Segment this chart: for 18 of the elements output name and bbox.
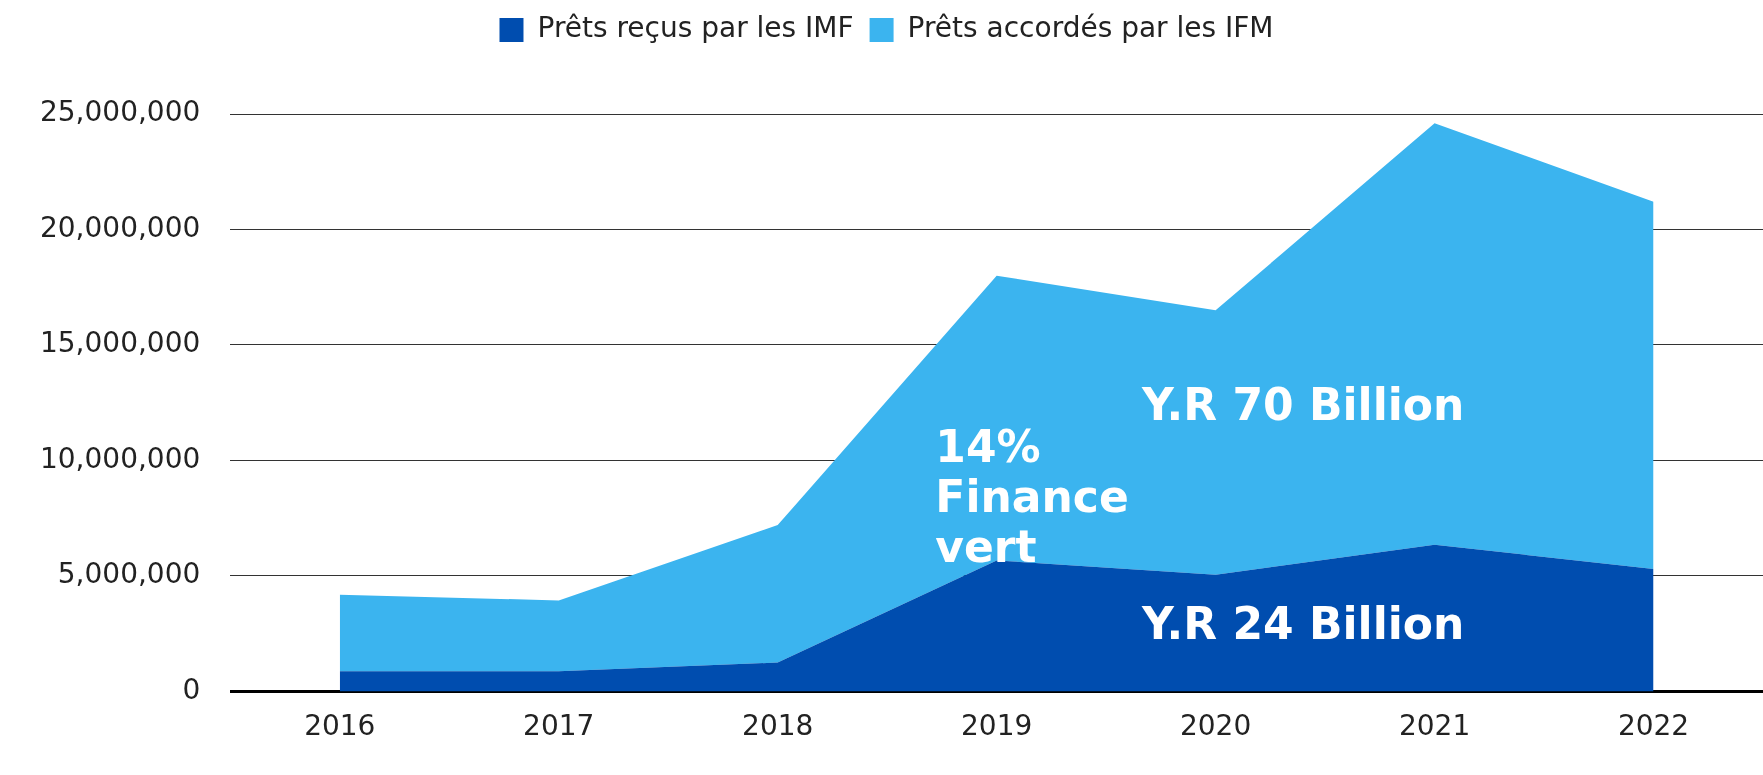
x-tick-label: 2019 <box>961 709 1033 743</box>
annotation: Y.R 70 Billion <box>1140 378 1465 430</box>
x-tick-label: 2017 <box>523 709 595 743</box>
annotation: Y.R 24 Billion <box>1140 598 1465 650</box>
x-tick-label: 2021 <box>1398 709 1471 743</box>
y-tick-label: 20,000,000 <box>39 210 201 244</box>
legend-label: Prêts reçus par les IMF <box>537 11 854 45</box>
x-tick-label: 2020 <box>1179 709 1252 743</box>
x-tick-label: 2016 <box>304 709 376 743</box>
annotation: 14% Finance vert <box>935 421 1129 573</box>
y-tick-label: 15,000,000 <box>39 326 201 360</box>
x-tick-label: 2022 <box>1617 709 1690 743</box>
y-tick-label: 0 <box>182 672 201 706</box>
y-tick-label: 25,000,000 <box>39 95 201 129</box>
legend-label: Prêts accordés par les IFM <box>907 11 1274 45</box>
x-tick-label: 2018 <box>742 709 814 743</box>
y-tick-label: 10,000,000 <box>39 441 201 475</box>
y-tick-label: 5,000,000 <box>57 557 201 591</box>
